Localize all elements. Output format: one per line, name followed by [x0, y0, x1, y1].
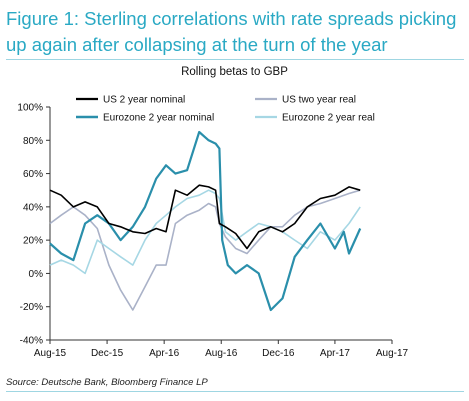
source-divider [6, 391, 464, 392]
x-tick-label: Dec-15 [91, 348, 124, 359]
y-tick-label: 60% [23, 169, 43, 180]
series-line-3 [49, 130, 362, 312]
y-tick-label: 40% [23, 202, 43, 213]
x-tick-label: Dec-16 [262, 348, 295, 359]
y-tick-label: 100% [17, 103, 43, 114]
legend-label-3: Eurozone 2 year nominal [103, 113, 214, 124]
title-divider [6, 59, 464, 60]
y-tick-label: 0% [29, 269, 44, 280]
legend-label-1: US 2 year nominal [103, 95, 185, 106]
y-tick-label: 80% [23, 136, 43, 147]
series-line-1 [49, 184, 361, 250]
x-tick-label: Aug-15 [34, 348, 67, 359]
y-tick-label: -20% [20, 302, 43, 313]
series-line-2 [49, 189, 361, 311]
figure-title: Figure 1: Sterling correlations with rat… [6, 8, 457, 55]
y-tick-label: -40% [20, 336, 43, 347]
legend-label-2: US two year real [282, 95, 356, 106]
y-tick-label: 20% [23, 236, 43, 247]
series-line-4 [49, 189, 361, 275]
x-tick-label: Apr-17 [320, 348, 350, 359]
x-tick-label: Aug-16 [205, 348, 238, 359]
source-note: Source: Deutsche Bank, Bloomberg Finance… [6, 377, 208, 388]
x-tick-label: Aug-17 [376, 348, 409, 359]
x-tick-label: Apr-16 [149, 348, 179, 359]
legend-label-4: Eurozone 2 year real [282, 113, 375, 124]
chart-title: Rolling betas to GBP [181, 66, 288, 78]
